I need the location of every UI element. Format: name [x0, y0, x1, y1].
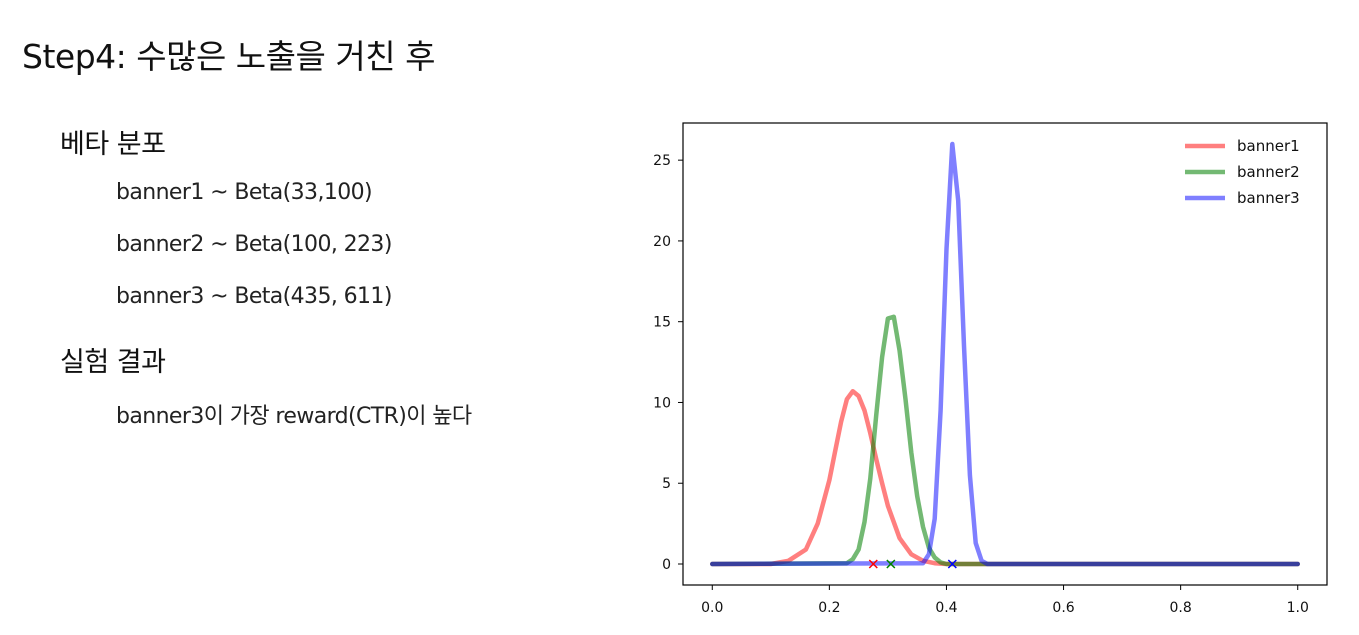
series-line-banner1	[710, 388, 1300, 567]
x-tick-label: 0.2	[818, 600, 840, 616]
legend-label-banner3: banner3	[1237, 189, 1300, 207]
y-tick-label: 0	[662, 557, 671, 573]
list-item: banner3 ~ Beta(435, 611)	[116, 284, 392, 309]
section-heading-result: 실험 결과	[60, 347, 166, 378]
legend-label-banner2: banner2	[1237, 163, 1300, 181]
y-tick-label: 15	[653, 315, 671, 331]
series-line-banner3	[710, 141, 1300, 567]
x-tick-label: 0.8	[1170, 600, 1192, 616]
list-item: banner1 ~ Beta(33,100)	[116, 180, 373, 205]
section-heading-beta: 베타 분포	[60, 129, 166, 160]
list-item: banner2 ~ Beta(100, 223)	[116, 232, 392, 257]
mean-marker-banner2	[886, 559, 896, 569]
y-tick-label: 20	[653, 234, 671, 250]
list-item: banner3이 가장 reward(CTR)이 높다	[116, 404, 472, 429]
y-tick-label: 5	[662, 476, 671, 492]
series-line-banner2	[710, 314, 1300, 567]
x-tick-label: 0.4	[935, 600, 957, 616]
y-tick-label: 10	[653, 395, 671, 411]
x-tick-label: 0.0	[701, 600, 723, 616]
plot-frame	[682, 122, 1328, 586]
y-tick-label: 25	[653, 153, 671, 169]
x-tick-label: 0.6	[1052, 600, 1074, 616]
legend-label-banner1: banner1	[1237, 137, 1300, 155]
mean-marker-banner3	[947, 559, 957, 569]
x-tick-label: 1.0	[1287, 600, 1309, 616]
mean-marker-banner1	[868, 559, 878, 569]
slide-title: Step4: 수많은 노출을 거친 후	[22, 37, 435, 76]
